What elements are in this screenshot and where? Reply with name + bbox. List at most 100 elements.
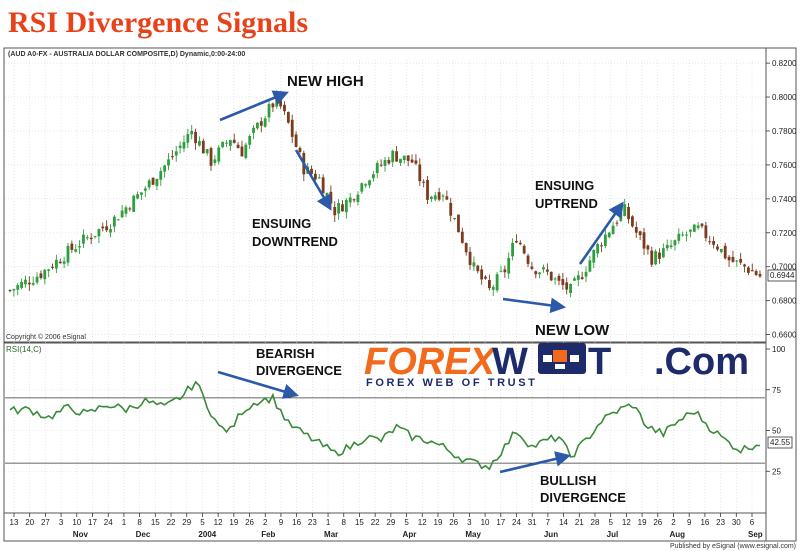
candle <box>723 242 727 260</box>
candle <box>39 270 43 280</box>
x-tick-label: 17 <box>496 518 505 527</box>
candle <box>727 254 731 267</box>
candle <box>638 230 642 241</box>
x-tick-label: 10 <box>481 518 490 527</box>
candle <box>696 222 700 230</box>
candle <box>750 263 754 272</box>
x-tick-label: 26 <box>653 518 662 527</box>
x-tick-label: 13 <box>10 518 19 527</box>
candle <box>132 194 136 212</box>
candle <box>54 254 58 273</box>
candle <box>228 139 232 151</box>
candle <box>507 252 511 279</box>
candle <box>542 264 545 273</box>
x-month-label: May <box>465 530 481 539</box>
candle <box>464 242 468 256</box>
candle <box>16 283 20 296</box>
x-tick-label: 2 <box>671 518 676 527</box>
price-y-tick-label: 0.7800 <box>772 127 797 136</box>
candle <box>445 190 449 201</box>
candle <box>712 236 716 249</box>
x-tick-label: 6 <box>750 518 755 527</box>
candle <box>27 276 31 291</box>
candle <box>35 272 39 285</box>
x-month-label: Dec <box>136 530 151 539</box>
ann-ensuing-up-1: ENSUING <box>535 178 594 193</box>
candle <box>70 240 74 253</box>
candle <box>43 268 47 285</box>
ann-ensuing-down-2: DOWNTREND <box>252 234 338 249</box>
candle <box>244 142 248 160</box>
candle <box>217 145 221 165</box>
logo-o-icon <box>538 343 586 374</box>
candle <box>522 244 526 255</box>
x-month-label: Sep <box>748 530 763 539</box>
x-tick-label: 9 <box>687 518 692 527</box>
rsi-line-group <box>9 380 761 471</box>
svg-text:0.6944: 0.6944 <box>770 271 795 280</box>
candle <box>627 202 630 224</box>
candle <box>136 191 139 200</box>
price-panel <box>3 47 767 343</box>
x-tick-label: 12 <box>214 518 223 527</box>
candle <box>491 284 495 297</box>
ann-bullish-1: BULLISH <box>540 473 596 488</box>
y-axis-ticks: 0.8200 0.8000 0.7800 0.7600 0.7400 0.7200 0.70… <box>766 59 797 476</box>
price-y-tick-label: 0.6800 <box>772 297 797 306</box>
candle <box>731 250 735 263</box>
candle <box>155 178 159 191</box>
candle <box>499 265 503 273</box>
x-tick-label: 7 <box>546 518 551 527</box>
x-tick-label: 1 <box>122 518 127 527</box>
candle <box>263 116 267 128</box>
x-tick-label: 30 <box>732 518 741 527</box>
candle <box>395 146 398 162</box>
price-y-tick-label: 0.7200 <box>772 229 797 238</box>
copyright-text: Copyright © 2006 eSignal <box>6 333 86 341</box>
candle <box>159 167 163 186</box>
candle <box>716 243 719 252</box>
candle <box>190 124 194 140</box>
price-y-tick-label: 0.6600 <box>772 331 797 340</box>
candle <box>677 228 681 244</box>
candle <box>213 155 217 166</box>
candle <box>468 247 472 270</box>
candle <box>163 164 167 178</box>
x-tick-label: 31 <box>528 518 537 527</box>
candle <box>545 263 549 276</box>
candle <box>623 198 627 217</box>
candle <box>530 261 534 271</box>
x-tick-label: 22 <box>167 518 176 527</box>
price-y-tick-label: 0.8000 <box>772 93 797 102</box>
candle <box>739 252 743 265</box>
candle <box>538 271 542 279</box>
right-axis-panel <box>765 47 797 542</box>
candle <box>294 131 298 148</box>
date-axis-panel <box>3 512 767 542</box>
x-tick-label: 9 <box>279 518 284 527</box>
rsi-panel <box>3 342 767 514</box>
candle <box>650 246 654 268</box>
forexwot-logo: FOREX W T .Com FOREX WEB OF TRUST <box>364 341 749 389</box>
candle <box>414 154 418 166</box>
candle <box>89 233 93 245</box>
x-tick-label: 29 <box>182 518 191 527</box>
candle <box>561 272 565 290</box>
candle <box>515 234 518 244</box>
candle <box>549 271 553 282</box>
candle <box>379 159 383 168</box>
x-tick-label: 19 <box>229 518 238 527</box>
candle <box>140 192 143 200</box>
candle <box>124 205 128 218</box>
candle <box>372 171 375 182</box>
x-tick-label: 23 <box>308 518 317 527</box>
rsi-y-tick-label: 50 <box>772 427 781 436</box>
x-tick-label: 22 <box>371 518 380 527</box>
ann-ensuing-down-1: ENSUING <box>252 216 311 231</box>
candle <box>565 277 569 295</box>
candle <box>147 178 151 190</box>
candle <box>754 269 758 276</box>
candle <box>576 270 580 287</box>
x-month-label: Mar <box>324 530 338 539</box>
